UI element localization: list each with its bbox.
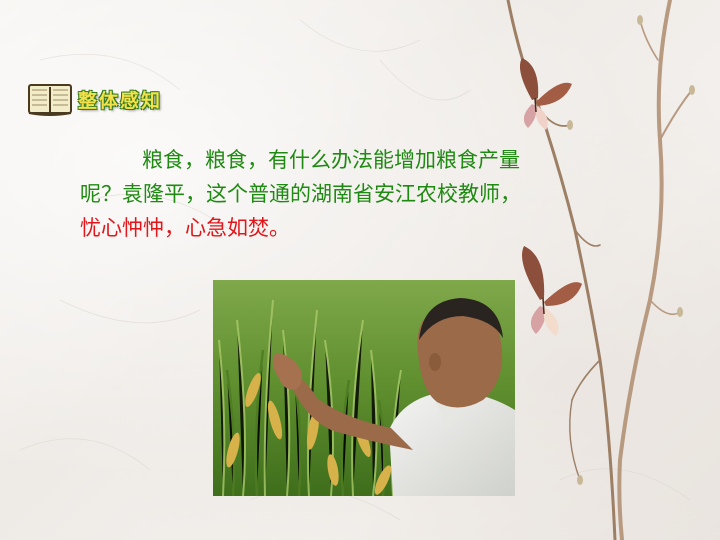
section-header: 整体感知 bbox=[28, 80, 162, 118]
paragraph-line-1: 粮食，粮食，有什么办法能增加粮食产量 bbox=[142, 148, 520, 172]
butterfly-bottom-icon bbox=[522, 246, 582, 336]
butterfly-top-icon bbox=[519, 58, 572, 130]
section-title: 整体感知 bbox=[78, 89, 163, 112]
paragraph-line-2: 呢？袁隆平，这个普通的湖南省安江农校教师， bbox=[80, 182, 521, 206]
open-book-icon bbox=[28, 84, 72, 116]
rice-field-photo bbox=[213, 280, 515, 496]
paragraph-line-3: 忧心忡忡，心急如焚。 bbox=[80, 216, 290, 240]
branch-decoration bbox=[506, 0, 695, 540]
main-paragraph: 粮食，粮食，有什么办法能增加粮食产量 呢？袁隆平，这个普通的湖南省安江农校教师，… bbox=[80, 143, 660, 245]
